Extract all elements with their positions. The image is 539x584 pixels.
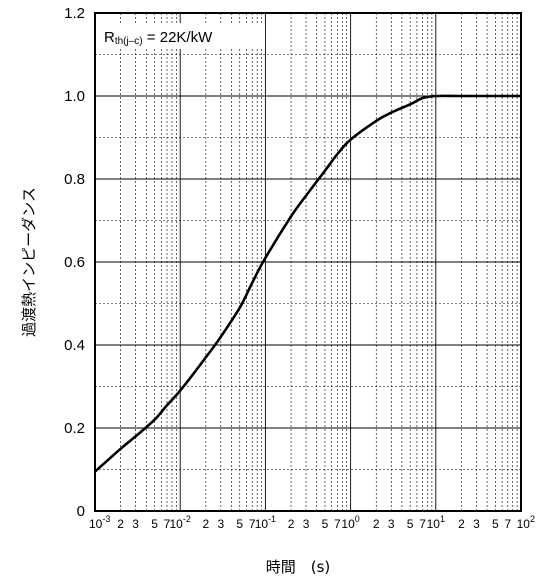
series-line xyxy=(94,94,521,473)
x-tick-label-minor: 3 xyxy=(303,517,310,531)
x-tick-label-minor: 2 xyxy=(373,517,380,531)
annotation-background xyxy=(99,23,265,49)
annotation-subscript: th(j–c) xyxy=(115,36,143,47)
x-tick-label-decade: 10-3 xyxy=(89,514,110,531)
x-tick-label-decade: 10-1 xyxy=(255,514,276,531)
x-tick-label-minor: 2 xyxy=(117,517,124,531)
x-tick-label-minor: 7 xyxy=(249,517,256,531)
x-tick-label-minor: 2 xyxy=(458,517,465,531)
x-tick-label-minor: 7 xyxy=(504,517,511,531)
y-tick-label: 1.2 xyxy=(64,5,85,22)
x-tick-label-decade: 10-2 xyxy=(170,514,191,531)
y-tick-labels: 0 0.2 0.4 0.6 0.8 1.0 1.2 xyxy=(64,5,85,520)
major-gridlines xyxy=(94,12,522,512)
y-tick-label: 0.2 xyxy=(64,420,85,437)
annotation-main: R xyxy=(104,29,115,46)
thermal-resistance-annotation: Rth(j–c) = 22K/kW xyxy=(104,29,213,47)
x-tick-label-decade: 102 xyxy=(517,514,535,531)
x-tick-label-minor: 5 xyxy=(322,517,329,531)
x-tick-label-minor: 5 xyxy=(407,517,414,531)
annotation-value: = 22K/kW xyxy=(143,29,213,46)
y-tick-label: 0.6 xyxy=(64,254,85,271)
y-axis-label: 過渡熱インピーダンス xyxy=(20,187,38,337)
x-tick-label-minor: 2 xyxy=(203,517,210,531)
x-tick-label-minor: 3 xyxy=(388,517,395,531)
x-tick-label-minor: 7 xyxy=(164,517,171,531)
x-tick-label-minor: 5 xyxy=(236,517,243,531)
x-tick-label-minor: 5 xyxy=(492,517,499,531)
x-tick-label-minor: 7 xyxy=(419,517,426,531)
y-tick-label: 0.4 xyxy=(64,337,85,354)
y-tick-label: 0 xyxy=(77,503,85,520)
x-tick-label-decade: 100 xyxy=(341,514,359,531)
x-tick-label-decade: 101 xyxy=(427,514,445,531)
x-tick-label-minor: 3 xyxy=(473,517,480,531)
series-layer xyxy=(94,94,521,473)
x-tick-label-minor: 5 xyxy=(151,517,158,531)
x-tick-label-minor: 2 xyxy=(288,517,295,531)
plot-frame xyxy=(94,12,522,512)
x-tick-label-minor: 3 xyxy=(132,517,139,531)
x-axis-label: 時間 (s) xyxy=(266,558,331,576)
x-tick-label-minor: 7 xyxy=(334,517,341,531)
x-tick-label-minor: 3 xyxy=(218,517,225,531)
y-tick-label: 0.8 xyxy=(64,171,85,188)
y-tick-label: 1.0 xyxy=(64,88,85,105)
